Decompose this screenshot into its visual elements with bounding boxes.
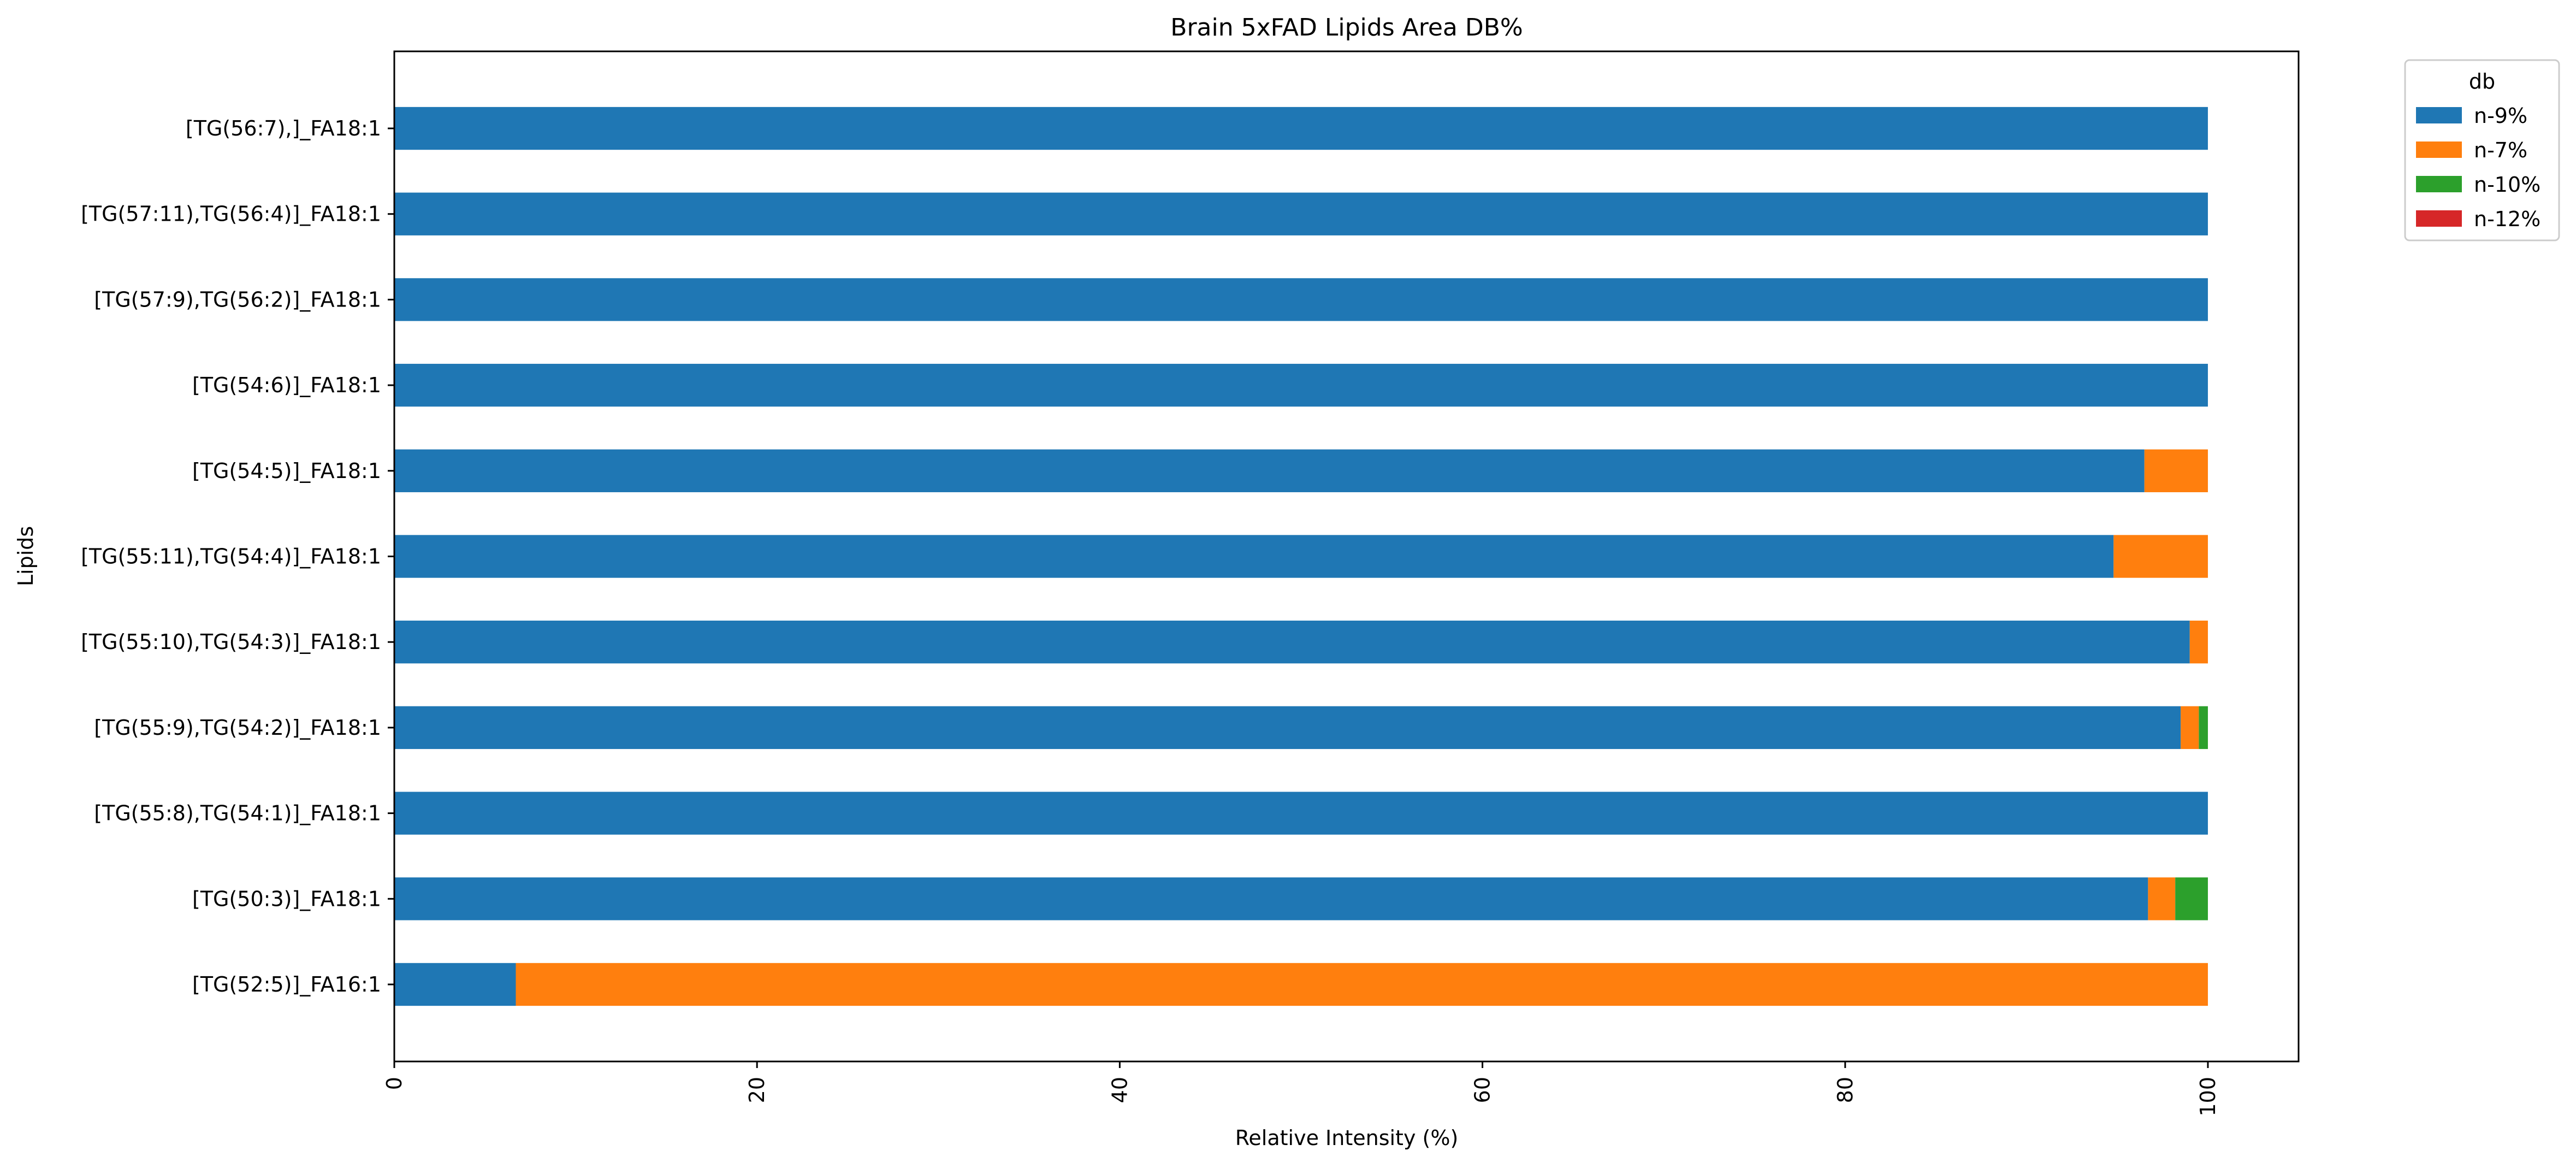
legend-swatch: [2416, 176, 2462, 192]
legend-swatch: [2416, 107, 2462, 123]
legend-swatch: [2416, 210, 2462, 227]
legend-label: n-9%: [2474, 104, 2527, 128]
y-tick-label: [TG(56:7),]_FA18:1: [186, 116, 381, 140]
legend-label: n-7%: [2474, 138, 2527, 162]
legend: db n-9% n-7% n-10% n-12%: [2404, 59, 2560, 241]
y-tick-label: [TG(55:8),TG(54:1)]_FA18:1: [94, 801, 381, 825]
legend-label: n-10%: [2474, 173, 2541, 197]
y-axis: [TG(56:7),]_FA18:1 [TG(57:11),TG(56:4)]_F…: [81, 116, 394, 996]
bar-segment-1-row-10: [394, 877, 2148, 921]
bar-segment-3-row-10: [2175, 877, 2208, 921]
bar-segment-1-row-8: [394, 706, 2181, 750]
bar-segment-1-row-3: [394, 278, 2208, 321]
x-axis: 0 20 40 60 80 100: [382, 1061, 2220, 1117]
y-tick-label: [TG(54:5)]_FA18:1: [192, 459, 381, 483]
legend-label: n-12%: [2474, 207, 2541, 231]
y-tick-label: [TG(54:6)]_FA18:1: [192, 373, 381, 397]
bar-segment-1-row-9: [394, 792, 2208, 835]
legend-box: [2404, 59, 2560, 241]
bar-segment-1-row-2: [394, 192, 2208, 235]
bar-segment-2-row-6: [2113, 535, 2208, 578]
bar-segment-1-row-11: [394, 963, 516, 1006]
y-tick-label: [TG(57:11),TG(56:4)]_FA18:1: [81, 202, 381, 226]
bar-segment-2-row-11: [516, 963, 2208, 1006]
chart-title: Brain 5xFAD Lipids Area DB%: [1170, 14, 1523, 42]
y-tick-label: [TG(57:9),TG(56:2)]_FA18:1: [94, 287, 381, 311]
x-axis-label: Relative Intensity (%): [1235, 1126, 1459, 1150]
x-tick-label: 20: [745, 1077, 769, 1103]
legend-title: db: [2469, 69, 2495, 93]
y-tick-label: [TG(50:3)]_FA18:1: [192, 887, 381, 911]
bar-segment-2-row-8: [2181, 706, 2199, 750]
bar-segment-1-row-6: [394, 535, 2114, 578]
y-tick-label: [TG(55:10),TG(54:3)]_FA18:1: [81, 630, 381, 654]
bar-segment-3-row-8: [2199, 706, 2208, 750]
bar-segment-2-row-5: [2144, 449, 2208, 492]
bar-segment-1-row-5: [394, 449, 2145, 492]
x-tick-label: 100: [2196, 1077, 2220, 1117]
bars-group: [394, 107, 2208, 1006]
bar-segment-2-row-10: [2148, 877, 2176, 921]
y-tick-label: [TG(52:5)]_FA16:1: [192, 972, 381, 996]
bar-segment-1-row-4: [394, 363, 2208, 407]
y-tick-label: [TG(55:9),TG(54:2)]_FA18:1: [94, 716, 381, 740]
x-tick-label: 40: [1108, 1077, 1132, 1103]
y-axis-label: Lipids: [14, 526, 38, 586]
x-tick-label: 80: [1833, 1077, 1857, 1103]
y-tick-label: [TG(55:11),TG(54:4)]_FA18:1: [81, 545, 381, 569]
x-tick-label: 60: [1471, 1077, 1495, 1103]
bar-segment-1-row-1: [394, 107, 2208, 150]
bar-segment-2-row-7: [2189, 621, 2208, 664]
legend-items: n-9% n-7% n-10% n-12%: [2416, 104, 2541, 231]
x-tick-label: 0: [382, 1077, 406, 1090]
bar-segment-1-row-7: [394, 621, 2190, 664]
legend-swatch: [2416, 141, 2462, 158]
